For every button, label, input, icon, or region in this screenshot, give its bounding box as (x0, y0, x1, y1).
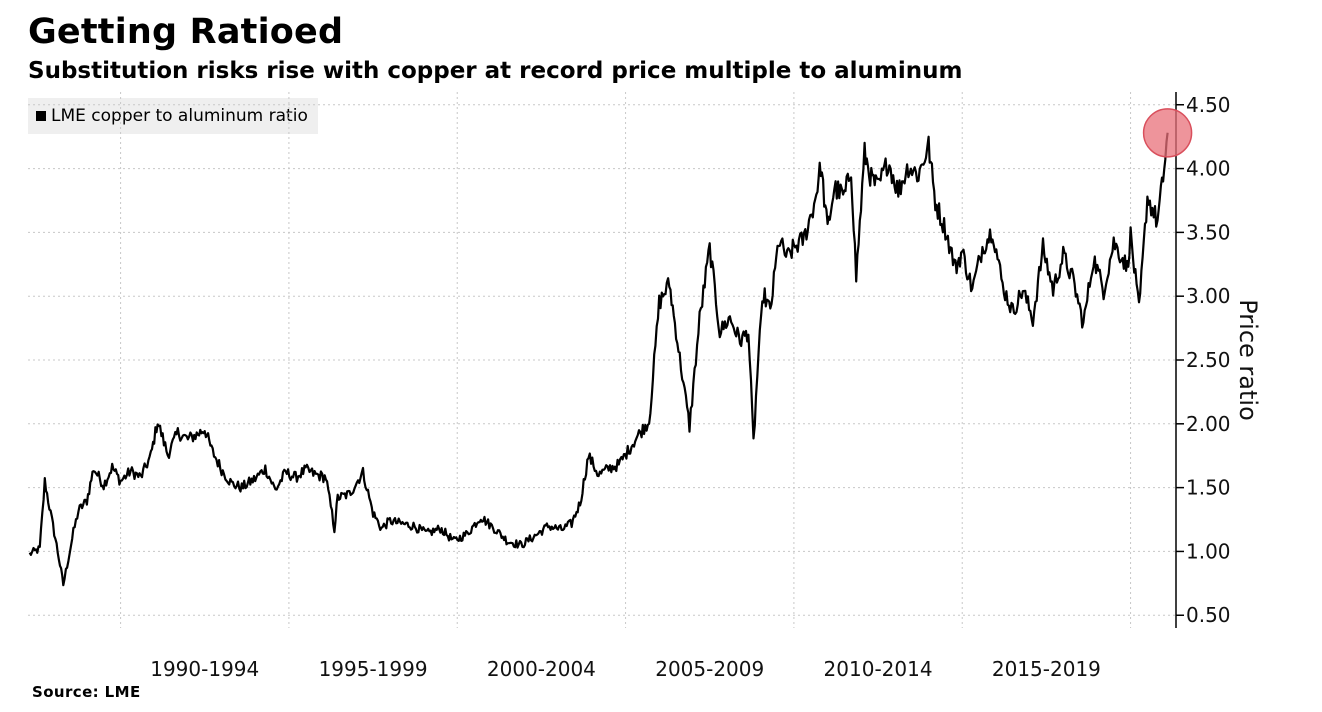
legend-label: LME copper to aluminum ratio (51, 106, 308, 126)
y-tick-label: 1.50 (1186, 476, 1231, 500)
series-line (28, 132, 1169, 587)
x-tick-label: 2000-2004 (487, 657, 596, 681)
x-tick-label: 1990-1994 (150, 657, 259, 681)
y-tick-label: 1.00 (1186, 539, 1231, 563)
y-tick-label: 4.00 (1186, 157, 1231, 181)
series-layer (28, 132, 1169, 587)
y-tick-label: 0.50 (1186, 603, 1231, 627)
x-tick-label: 1995-1999 (319, 657, 428, 681)
axes: 0.50 1.00 1.50 2.00 2.50 3.00 3.50 4.00 4.50 1990… (150, 92, 1262, 681)
y-tick-label: 3.50 (1186, 220, 1231, 244)
y-tick-label: 4.50 (1186, 93, 1231, 117)
chart-title: Getting Ratioed (28, 12, 344, 52)
chart-subtitle: Substitution risks rise with copper at r… (28, 58, 963, 84)
y-tick-label: 2.50 (1186, 348, 1231, 372)
x-tick-label: 2010-2014 (824, 657, 933, 681)
highlight-layer (1142, 108, 1193, 158)
y-tick-label: 3.00 (1186, 284, 1231, 308)
y-axis-title: Price ratio (1234, 299, 1262, 421)
highlight-circle (1142, 108, 1193, 158)
gridlines (28, 92, 1176, 628)
x-tick-label: 2005-2009 (655, 657, 764, 681)
source-note: Source: LME (32, 683, 141, 701)
legend: LME copper to aluminum ratio (28, 98, 318, 134)
y-tick-label: 2.00 (1186, 412, 1231, 436)
legend-swatch (36, 111, 46, 121)
x-tick-label: 2015-2019 (992, 657, 1101, 681)
